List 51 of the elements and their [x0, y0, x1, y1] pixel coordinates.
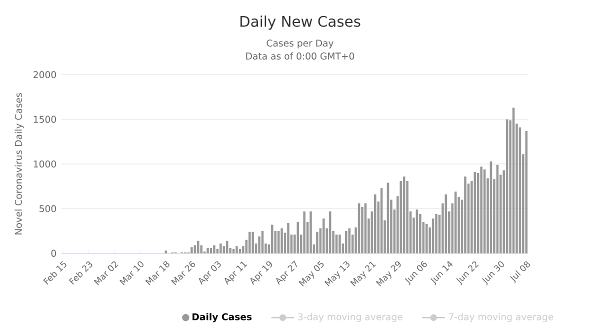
bar — [236, 246, 238, 254]
y-tick-label: 1500 — [34, 116, 56, 123]
x-tick-label: Jun 30 — [482, 261, 504, 286]
bar — [406, 180, 408, 254]
x-tick-label: Apr 11 — [224, 262, 248, 285]
bar — [400, 180, 402, 254]
bar — [310, 211, 312, 254]
bar — [303, 211, 306, 254]
y-tick-label: 0 — [51, 250, 56, 257]
y-tick-label: 2000 — [34, 71, 56, 78]
x-tick-label: Mar 02 — [94, 261, 118, 286]
x-tick-label: Feb 23 — [68, 261, 92, 285]
bar — [348, 228, 351, 254]
x-tick-label: Jun 06 — [404, 260, 427, 286]
x-tick-label: Mar 18 — [145, 261, 170, 286]
legend-label: Daily Cases — [192, 313, 252, 322]
y-tick-label: 500 — [40, 205, 56, 212]
bar — [361, 206, 364, 254]
bar — [196, 240, 200, 254]
bar — [287, 222, 290, 254]
chart-subtitle: Cases per Day — [266, 40, 334, 48]
text: Data as of 0:00 GMT+0 — [246, 52, 354, 60]
bar — [252, 232, 254, 254]
x-tick-label: Mar 10 — [120, 261, 144, 286]
bar — [190, 247, 193, 254]
bar — [464, 176, 466, 254]
bar — [280, 228, 283, 254]
x-tick-label: Apr 19 — [250, 261, 272, 285]
bar — [316, 232, 318, 254]
bar — [213, 245, 216, 254]
bar — [271, 224, 274, 254]
x-tick-label: Feb 15 — [43, 261, 66, 285]
x-tick-label: Apr 27 — [276, 260, 298, 285]
bar — [206, 248, 209, 254]
bar — [425, 224, 428, 254]
x-tick-label: Mar 26 — [171, 260, 196, 286]
x-tick-label: Apr 03 — [198, 261, 221, 285]
bar — [200, 245, 202, 254]
bar — [480, 166, 482, 254]
chart-title: Daily New Cases — [240, 16, 360, 30]
y-tick-label: 1000 — [34, 160, 56, 168]
bar — [322, 218, 325, 254]
x-tick-label: Jun 14 — [430, 260, 453, 286]
bar — [220, 243, 222, 254]
bar — [338, 234, 341, 254]
y-axis-title: Novel Coronavirus Daily Cases — [14, 93, 24, 234]
bar — [374, 194, 376, 254]
x-tick-label: Jul 08 — [510, 261, 530, 284]
bar — [345, 230, 348, 254]
x-tick-label: Jun 22 — [456, 261, 479, 286]
bar — [435, 214, 438, 254]
